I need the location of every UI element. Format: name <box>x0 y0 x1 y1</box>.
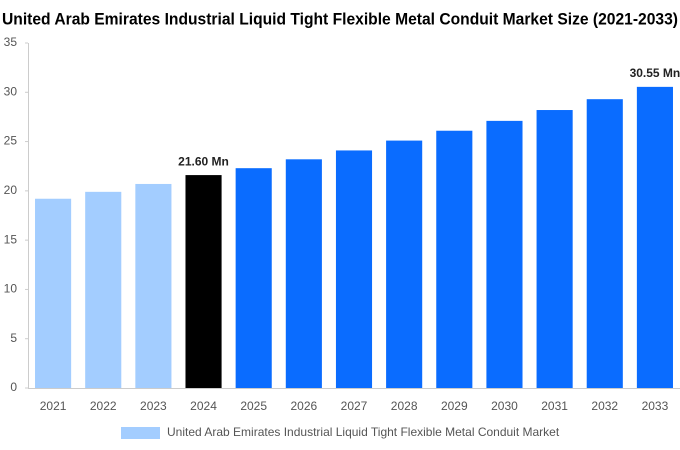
x-tick-label: 2033 <box>642 399 669 413</box>
y-tick-label: 10 <box>4 282 18 296</box>
value-label: 30.55 Mn <box>630 66 680 80</box>
legend-swatch <box>121 427 160 439</box>
y-tick-label: 35 <box>4 35 18 49</box>
bar <box>85 191 122 388</box>
y-tick-label: 25 <box>4 134 18 148</box>
bar <box>436 130 473 388</box>
x-tick-label: 2027 <box>341 399 368 413</box>
bar <box>285 159 322 388</box>
bar <box>235 168 272 388</box>
chart-title: United Arab Emirates Industrial Liquid T… <box>2 9 678 28</box>
x-tick-label: 2031 <box>541 399 568 413</box>
bar <box>586 99 623 388</box>
y-tick-label: 15 <box>4 232 18 246</box>
bar <box>135 183 172 388</box>
bar <box>35 198 72 388</box>
x-tick-label: 2022 <box>90 399 117 413</box>
bar <box>636 86 673 388</box>
bar <box>536 110 573 389</box>
x-tick-label: 2021 <box>40 399 67 413</box>
legend-label: United Arab Emirates Industrial Liquid T… <box>167 425 560 439</box>
bar <box>335 150 373 388</box>
bar <box>386 140 423 388</box>
x-tick-label: 2025 <box>240 399 267 413</box>
value-label: 21.60 Mn <box>178 154 229 168</box>
bar <box>185 175 222 388</box>
bar <box>486 120 523 388</box>
x-tick-label: 2032 <box>591 399 618 413</box>
x-tick-label: 2029 <box>441 399 468 413</box>
y-tick-label: 20 <box>4 183 18 197</box>
x-tick-label: 2026 <box>290 399 317 413</box>
x-tick-label: 2030 <box>491 399 518 413</box>
x-tick-label: 2028 <box>391 399 418 413</box>
x-tick-label: 2024 <box>190 399 217 413</box>
x-tick-label: 2023 <box>140 399 167 413</box>
y-tick-label: 30 <box>4 84 18 98</box>
y-tick-label: 5 <box>10 331 17 345</box>
y-tick-label: 0 <box>10 380 17 394</box>
